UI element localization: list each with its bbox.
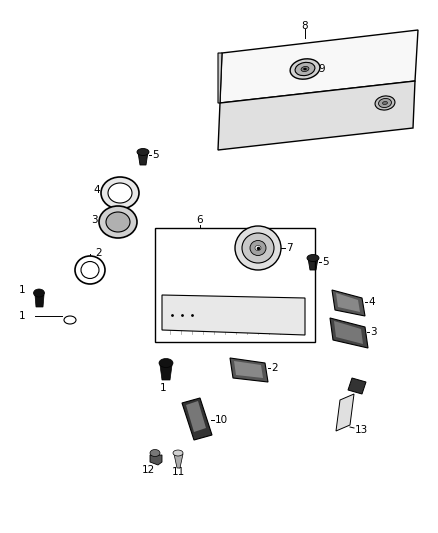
Text: 1: 1 [160,383,166,393]
Polygon shape [186,401,206,432]
Text: 1: 1 [18,311,25,321]
Polygon shape [162,295,305,335]
Polygon shape [35,295,44,307]
Polygon shape [332,290,365,316]
Text: 1: 1 [18,285,25,295]
Text: 11: 11 [171,467,185,477]
Ellipse shape [301,67,309,71]
Ellipse shape [137,149,149,156]
Ellipse shape [382,101,388,104]
Ellipse shape [255,246,261,251]
Polygon shape [220,30,418,103]
Text: 5: 5 [322,257,328,267]
Polygon shape [218,53,222,103]
Ellipse shape [150,449,160,456]
Ellipse shape [64,316,76,324]
Polygon shape [336,394,354,431]
Polygon shape [218,81,415,150]
Bar [155,228,315,342]
Ellipse shape [159,359,173,367]
Ellipse shape [304,68,307,70]
Ellipse shape [290,59,320,79]
Text: 7: 7 [286,243,293,253]
Ellipse shape [81,262,99,279]
Ellipse shape [99,206,137,238]
Polygon shape [138,152,148,165]
Ellipse shape [75,256,105,284]
Text: 4: 4 [368,297,374,307]
Ellipse shape [378,99,392,108]
Polygon shape [150,455,162,465]
Ellipse shape [250,240,266,255]
Text: 6: 6 [197,215,203,225]
Ellipse shape [242,233,274,263]
Polygon shape [234,361,263,378]
Text: 8: 8 [302,21,308,31]
Text: 2: 2 [271,363,278,373]
Text: 3: 3 [370,327,377,337]
Polygon shape [336,293,360,312]
Ellipse shape [295,62,315,76]
Polygon shape [160,365,172,380]
Ellipse shape [307,254,319,262]
Ellipse shape [375,96,395,110]
Ellipse shape [173,450,183,456]
Ellipse shape [33,289,45,297]
Ellipse shape [108,183,132,203]
Ellipse shape [106,212,130,232]
Text: 13: 13 [355,425,368,435]
Polygon shape [230,358,268,382]
Ellipse shape [101,177,139,209]
Text: 4: 4 [93,185,100,195]
Polygon shape [174,454,183,468]
Polygon shape [348,378,366,394]
Polygon shape [308,258,318,270]
Text: 2: 2 [95,248,102,258]
Text: 12: 12 [141,465,155,475]
Text: 5: 5 [152,150,159,160]
Polygon shape [330,318,368,348]
Ellipse shape [235,226,281,270]
Polygon shape [334,321,363,344]
Text: 10: 10 [215,415,228,425]
Text: 3: 3 [92,215,98,225]
Text: 9: 9 [318,64,325,74]
Polygon shape [182,398,212,440]
